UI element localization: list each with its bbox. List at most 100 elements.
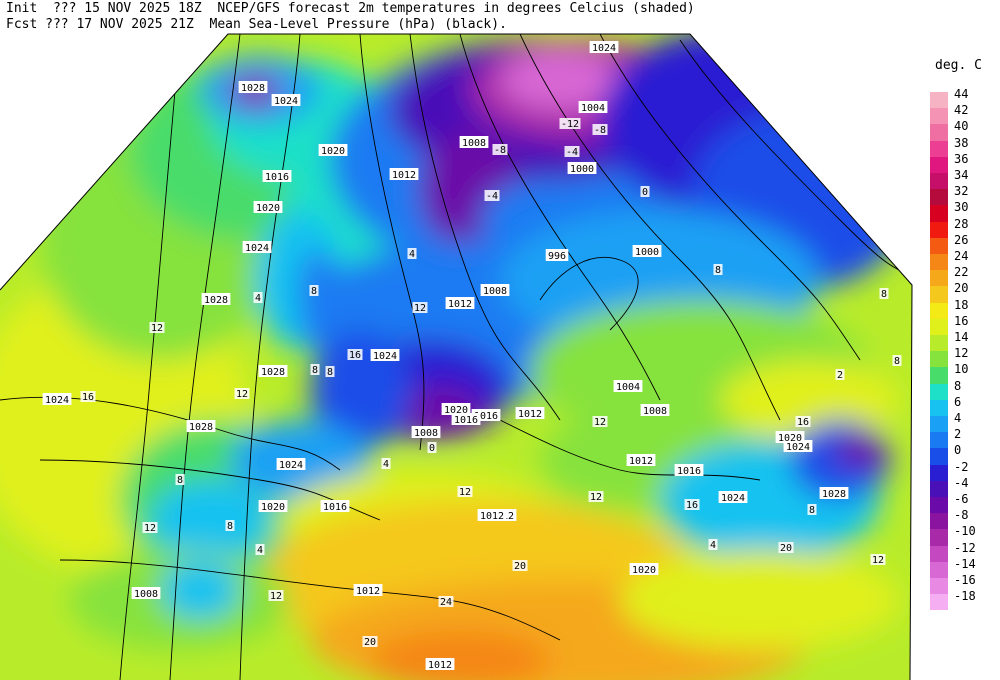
isobar-label: 1024 [279, 460, 303, 471]
isobar-label-box [567, 162, 597, 174]
temperature-label-box [795, 416, 811, 427]
legend-swatch [930, 270, 948, 287]
temperature-label: 8 [177, 475, 183, 486]
temperature-label: -4 [486, 191, 498, 202]
isobar-label: 1024 [274, 96, 298, 107]
isobar-label: 1012 [428, 660, 452, 671]
isobar-label: 1024 [373, 351, 397, 362]
temperature-label: 16 [797, 417, 809, 428]
isobar-label-box [613, 380, 643, 392]
temperature-label-box [438, 596, 454, 607]
temperature-label-box [80, 391, 96, 402]
temperature-label: 8 [311, 286, 317, 297]
temperature-label: 12 [594, 417, 606, 428]
map-boundary [0, 33, 913, 680]
temperature-label: 12 [872, 555, 884, 566]
legend-swatch [930, 156, 948, 173]
temperature-label-box [892, 355, 902, 366]
header-init-line: Init ??? 15 NOV 2025 18Z NCEP/GFS foreca… [6, 1, 695, 16]
isobar-label: 1028 [204, 295, 228, 306]
isobar-label-box [515, 407, 545, 419]
temperature-label-box [175, 474, 185, 485]
temperature-label-box [492, 144, 508, 155]
legend-label: 18 [954, 297, 969, 312]
legend-label: 8 [954, 378, 962, 393]
legend-swatch [930, 399, 948, 416]
legend-label: 4 [954, 411, 962, 425]
legend-label: 12 [954, 346, 969, 361]
legend-label: -8 [954, 508, 969, 523]
isobar-label: 1024 [245, 243, 269, 254]
temperature-label: 8 [894, 356, 900, 367]
legend-swatch [930, 108, 948, 125]
isobar-label: 1008 [414, 428, 438, 439]
temperature-label: 0 [642, 187, 648, 198]
temperature-label: 12 [236, 389, 248, 400]
isobar-label: 1020 [632, 565, 656, 576]
temperature-label-box [310, 364, 320, 375]
legend-label: 2 [954, 427, 962, 442]
temperature-label-box [708, 539, 718, 550]
legend-label: 30 [954, 200, 969, 215]
temperature-label-box [588, 491, 604, 502]
isobar-lines [0, 34, 912, 680]
legend-swatch [930, 497, 948, 514]
temperature-label-box [512, 560, 528, 571]
temperature-label-box [347, 349, 363, 360]
temperature-label: 8 [881, 289, 887, 300]
isobar-label-box [242, 241, 272, 253]
isobar-label: 1016 [265, 172, 289, 183]
isobar-label-box [320, 500, 350, 512]
temperature-label: 8 [715, 265, 721, 276]
legend-swatch [930, 254, 948, 271]
isobar-label: 1008 [483, 286, 507, 297]
legend-swatch [930, 189, 948, 206]
legend-label: 10 [954, 362, 969, 377]
isobar-label: 1020 [778, 433, 802, 444]
isobar-label-box [258, 365, 288, 377]
legend-label: -6 [954, 492, 969, 506]
isobar-label-box [477, 509, 507, 521]
temperature-label: 12 [151, 323, 163, 334]
legend-swatch [930, 432, 948, 449]
isobar-label: 1008 [462, 138, 486, 149]
legend-swatch [930, 351, 948, 368]
temperature-label-box [870, 554, 886, 565]
isobar-label-box [253, 201, 283, 213]
isobar-label: 1024 [45, 395, 69, 406]
legend-label: -14 [954, 556, 976, 571]
legend-label: 28 [954, 216, 969, 231]
temperature-label: -4 [566, 147, 578, 158]
legend-label: -2 [954, 459, 969, 474]
isobar-label: 1004 [581, 103, 605, 114]
legend-label: 36 [954, 151, 969, 166]
temperature-label: 8 [327, 367, 333, 378]
legend-swatch [930, 92, 948, 109]
isobar-label: 1012 [356, 586, 380, 597]
temperature-label: 4 [257, 545, 263, 556]
temperature-label-box [592, 416, 608, 427]
temperature-label: 20 [364, 637, 376, 648]
legend-title: deg. C [935, 58, 982, 73]
isobar-label-box [775, 431, 805, 443]
legend-swatch [930, 124, 948, 141]
isobar-label-box [42, 393, 72, 405]
isobar-label: 1028 [822, 489, 846, 500]
legend-label: 26 [954, 232, 969, 247]
isobar-label: 1016 [677, 466, 701, 477]
temperature-label-box [713, 264, 723, 275]
temperature-label-box [592, 124, 608, 135]
isobar-label-box [262, 170, 292, 182]
isobar-label-box [632, 245, 662, 257]
isobar-label-box [718, 491, 748, 503]
legend-swatch [930, 140, 948, 157]
temperature-label-box [778, 542, 794, 553]
legend-label: 34 [954, 168, 969, 182]
isobar-label: 1028 [241, 83, 265, 94]
temperature-label-box [684, 499, 700, 510]
temperature-label-box [362, 636, 378, 647]
temperature-label: -8 [594, 125, 606, 136]
isobar-label: 1008 [134, 589, 158, 600]
legend-label: 24 [954, 249, 969, 263]
isobar-label: 1012 [480, 511, 504, 522]
